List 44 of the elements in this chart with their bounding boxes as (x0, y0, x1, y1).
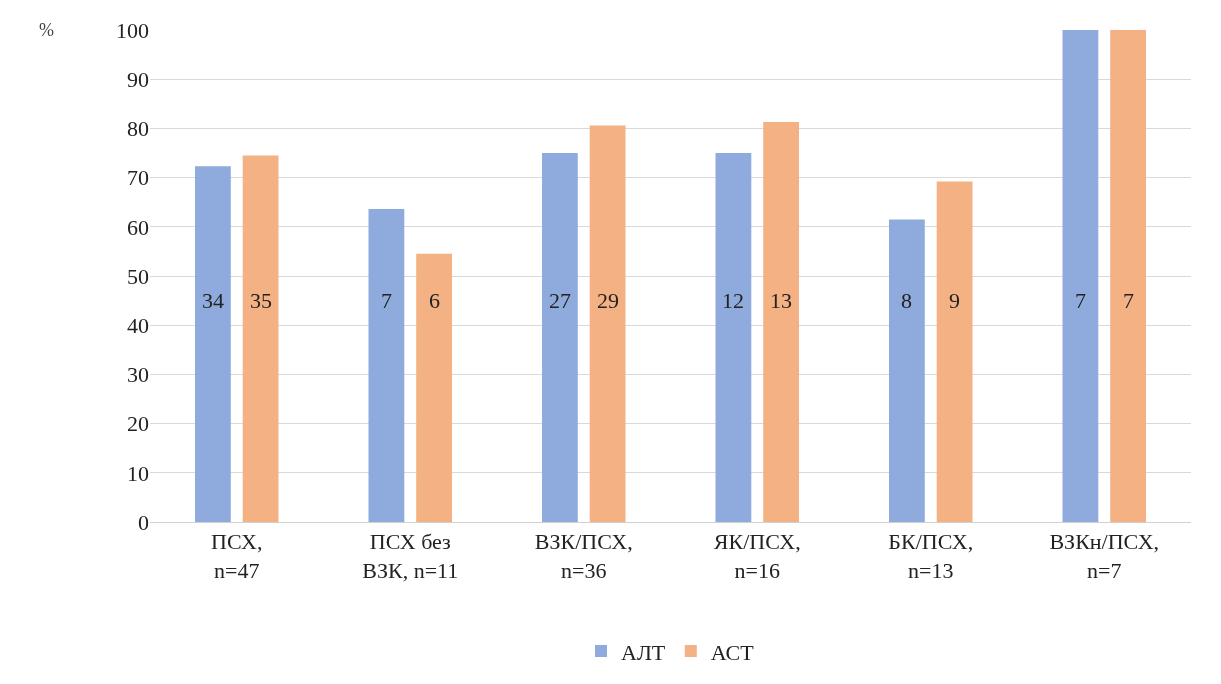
x-tick-label: ЯК/ПСХ, n=16 (713, 529, 801, 583)
annotation: 6 (429, 288, 440, 313)
annotation: 7 (1123, 288, 1134, 313)
bar (242, 155, 279, 522)
y-tick-label: 90 (127, 66, 149, 92)
annotation: 27 (549, 288, 571, 313)
bar (1062, 30, 1099, 522)
y-tick-label: 0 (138, 509, 149, 535)
bar (936, 181, 973, 522)
bar (195, 166, 231, 522)
legend-label: АСТ (710, 639, 755, 665)
x-tick-label: ВЗКн/ПСХ, n=7 (1049, 529, 1160, 583)
y-tick-label: 60 (127, 214, 149, 240)
y-tick-label: 30 (127, 362, 149, 388)
y-tick-label: 100 (116, 17, 149, 43)
bar (542, 153, 578, 522)
bar (763, 122, 799, 522)
legend-label: АЛТ (621, 639, 666, 665)
annotation: 29 (597, 288, 619, 313)
annotation: 7 (1075, 288, 1086, 313)
annotation: 13 (770, 288, 792, 313)
y-axis-title: % (39, 20, 54, 40)
annotation: 34 (202, 288, 224, 313)
bar (368, 209, 405, 522)
x-tick-label: ПСХ, n=47 (211, 529, 263, 583)
annotation: 35 (250, 288, 272, 313)
x-tick-label: ВЗК/ПСХ, n=36 (534, 529, 633, 583)
annotation: 9 (949, 288, 960, 313)
bar (416, 253, 452, 522)
x-tick-label: БК/ПСХ, n=13 (888, 529, 974, 583)
annotation: 12 (722, 288, 744, 313)
y-tick-label: 70 (127, 165, 149, 191)
y-tick-label: 20 (127, 411, 149, 437)
bar (715, 153, 752, 522)
bar (889, 219, 925, 522)
bar (589, 125, 626, 522)
y-tick-label: 80 (127, 116, 149, 142)
y-tick-label: 50 (127, 263, 149, 289)
x-tick-label: ПСХ без ВЗК, n=11 (362, 529, 459, 583)
y-tick-label: 40 (127, 312, 149, 338)
annotation: 7 (381, 288, 392, 313)
annotation: 8 (901, 288, 912, 313)
y-tick-label: 10 (127, 460, 149, 486)
bar (1110, 30, 1146, 522)
